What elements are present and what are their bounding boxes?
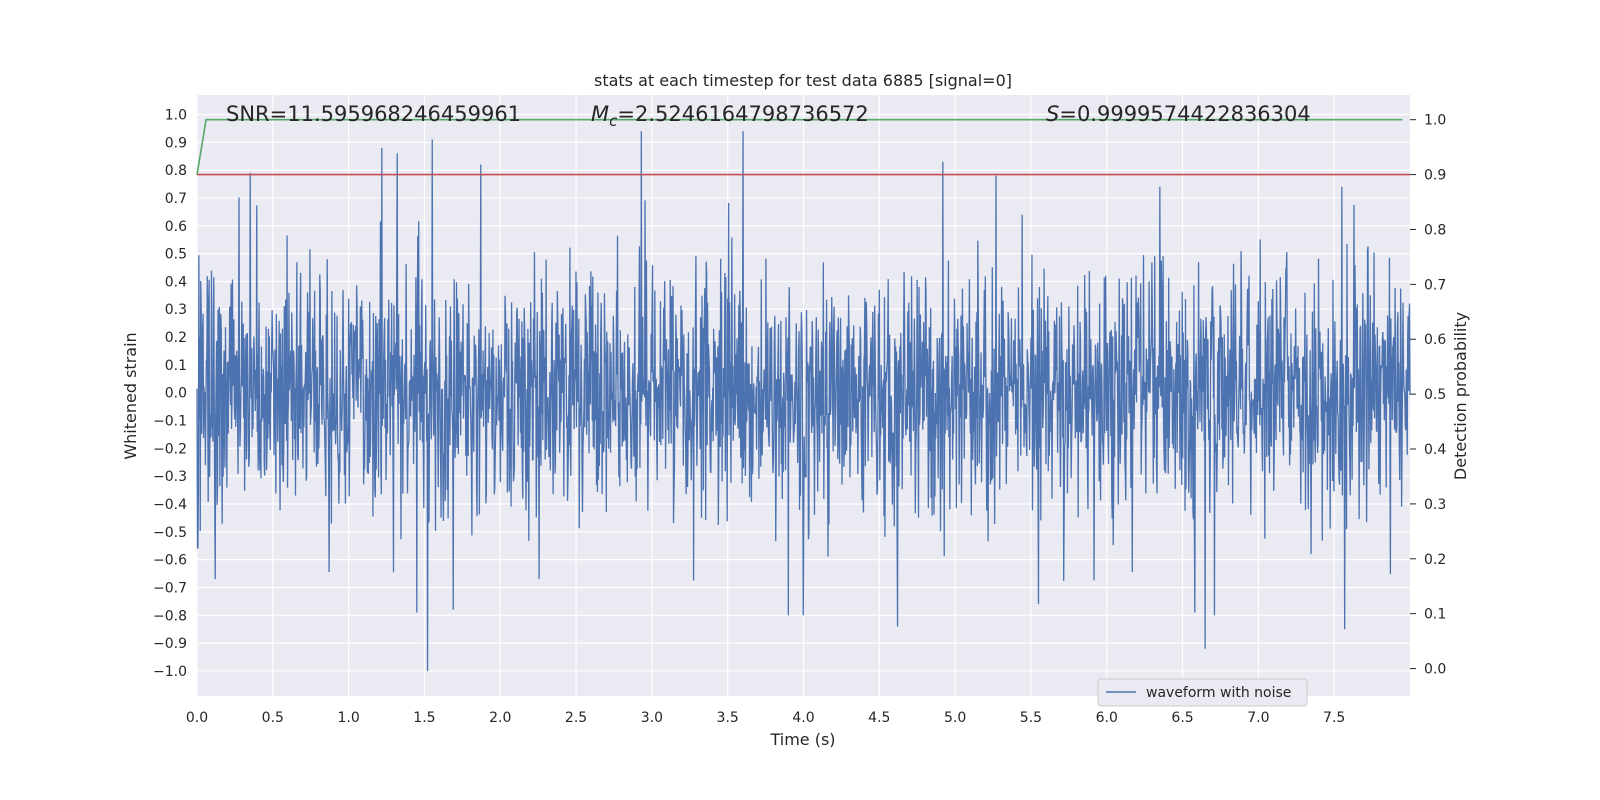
series-waveform-with-noise	[196, 131, 1411, 671]
x-tick-label: 2.5	[565, 710, 587, 726]
y2-tick-label: 0.1	[1424, 607, 1446, 623]
x-tick-label: 7.0	[1247, 710, 1269, 726]
chirp-mass-subscript: c	[609, 112, 618, 130]
score-annotation: S=0.9999574422836304	[1046, 102, 1311, 126]
y2-tick-label: 0.9	[1424, 168, 1446, 184]
waveform-layer	[196, 131, 1411, 671]
legend-box	[1097, 678, 1308, 707]
chart-title: stats at each timestep for test data 688…	[594, 71, 1012, 90]
x-tick-label: 6.5	[1171, 710, 1193, 726]
y-tick-label: −0.7	[153, 580, 187, 596]
y-tick-label: 0.7	[165, 191, 187, 207]
y-tick-label: 0.5	[165, 247, 187, 263]
y-tick-label: 1.0	[165, 107, 187, 123]
x-tick-label: 5.5	[1020, 710, 1042, 726]
score-symbol: S	[1046, 102, 1059, 126]
x-tick-label: 0.5	[262, 710, 284, 726]
y-tick-label: 0.6	[165, 219, 187, 235]
x-axis-label: Time (s)	[769, 730, 835, 749]
x-tick-label: 4.0	[792, 710, 814, 726]
y-tick-label: 0.9	[165, 135, 187, 151]
chirp-mass-value: =2.5246164798736572	[617, 102, 868, 126]
y-tick-label: 0.1	[165, 358, 187, 374]
y-axis-label: Whitened strain	[121, 332, 140, 459]
y2-tick-label: 0.5	[1424, 387, 1446, 403]
y2-tick-label: 0.7	[1424, 277, 1446, 293]
x-tick-label: 3.5	[717, 710, 739, 726]
x-tick-label: 7.5	[1323, 710, 1345, 726]
x-tick-label: 2.0	[489, 710, 511, 726]
legend: waveform with noise	[1097, 678, 1308, 707]
x-tick-label: 1.5	[413, 710, 435, 726]
y-tick-label: −0.1	[153, 414, 187, 430]
x-tick-label: 0.0	[186, 710, 208, 726]
x-tick-label: 6.0	[1096, 710, 1118, 726]
series-detection-probability	[196, 118, 1403, 175]
y2-tick-label: 1.0	[1424, 113, 1446, 129]
chirp-mass-annotation: Mc=2.5246164798736572	[591, 102, 869, 130]
y-tick-label: 0.2	[165, 330, 187, 346]
y-tick-label: −0.5	[153, 525, 187, 541]
y-tick-label: −0.6	[153, 553, 187, 569]
y2-tick-label: 0.2	[1424, 552, 1446, 568]
y2-tick-label: 0.4	[1424, 442, 1446, 458]
y2-tick-label: 0.3	[1424, 497, 1446, 513]
y-tick-label: 0.8	[165, 163, 187, 179]
detection-layer	[196, 118, 1410, 176]
chirp-mass-symbol: M	[591, 102, 609, 126]
y-tick-label: −1.0	[153, 664, 187, 680]
ticks-layer: 0.0 0.5 1.0 1.5 2.0 2.5 3.0 3.5 4.0 4.5 5.0 5.5 6.0 6…	[153, 107, 1446, 726]
y2-tick-label: 0.6	[1424, 332, 1446, 348]
y2-tick-label: 0.8	[1424, 222, 1446, 238]
x-tick-label: 3.0	[641, 710, 663, 726]
x-tick-label: 4.5	[868, 710, 890, 726]
snr-annotation: SNR=11.595968246459961	[226, 102, 521, 126]
y-tick-label: −0.9	[153, 636, 187, 652]
x-tick-label: 1.0	[337, 710, 359, 726]
score-value: =0.9999574422836304	[1059, 102, 1310, 126]
y-tick-label: 0.4	[165, 274, 187, 290]
y-tick-label: −0.4	[153, 497, 187, 513]
y-tick-label: 0.3	[165, 302, 187, 318]
x-tick-label: 5.0	[944, 710, 966, 726]
y2-tick-label: 0.0	[1424, 662, 1446, 678]
y-tick-label: −0.3	[153, 469, 187, 485]
y2-axis-label: Detection probability	[1451, 312, 1470, 480]
y-tick-label: −0.2	[153, 441, 187, 457]
y-tick-label: 0.0	[165, 386, 187, 402]
y-tick-label: −0.8	[153, 608, 187, 624]
legend-label-waveform: waveform with noise	[1146, 685, 1291, 701]
